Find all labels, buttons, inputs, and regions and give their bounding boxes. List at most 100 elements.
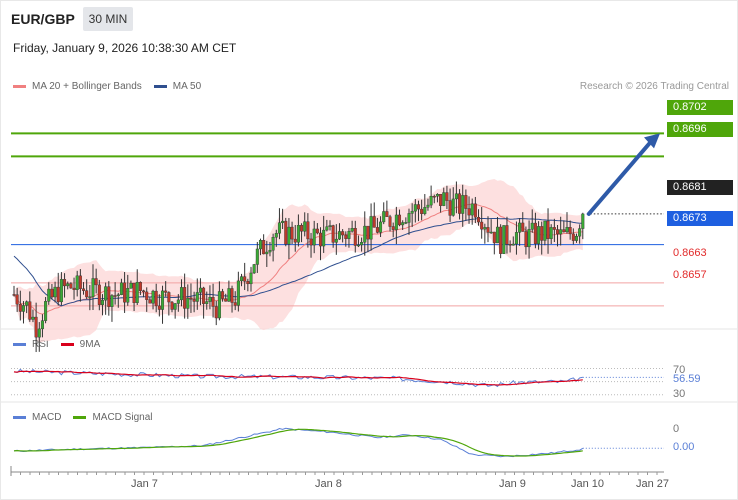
candle-body (470, 203, 474, 216)
candle-body (78, 275, 82, 289)
candle-body (164, 290, 168, 293)
level-tag-0.8702: 0.8702 (667, 100, 733, 115)
macd-last-value: 0.00 (673, 441, 695, 453)
candle-body (277, 222, 281, 234)
candle-body (303, 221, 307, 232)
candle-body (138, 281, 142, 291)
candle-body (454, 193, 458, 200)
credit-text: Research © 2026 Trading Central (579, 81, 729, 92)
candle-body (480, 221, 484, 230)
candle-body (258, 240, 262, 250)
candle-body (448, 200, 452, 216)
candle-body (116, 294, 120, 296)
candle-body (129, 282, 133, 289)
candle-body (37, 328, 41, 338)
candle-body (18, 303, 22, 312)
candle-body (97, 284, 101, 305)
candle-body (75, 275, 79, 290)
candle-body (290, 226, 294, 240)
candle-body (533, 222, 537, 244)
candle-body (198, 287, 202, 293)
candle-body (53, 286, 57, 298)
macd-line (13, 427, 584, 458)
candle-body (552, 227, 556, 230)
candle-body (429, 195, 433, 206)
candle-body (268, 249, 272, 253)
candle-body (527, 229, 531, 248)
candle-body (221, 291, 225, 299)
candle-body (483, 227, 487, 230)
datetime-label: Friday, January 9, 2026 10:38:30 AM CET (13, 41, 237, 55)
candle-body (574, 235, 578, 241)
candle-body (82, 288, 86, 291)
candle-body (284, 220, 288, 245)
candle-body (451, 198, 455, 216)
candle-body (464, 195, 468, 209)
candle-body (401, 222, 405, 226)
candle-body (492, 231, 496, 244)
candle-body (100, 299, 104, 305)
candle-body (214, 306, 218, 319)
candle-body (328, 225, 332, 227)
ma50-swatch (153, 85, 167, 88)
candle-body (217, 291, 221, 319)
level-tag-0.8657: 0.8657 (673, 269, 707, 281)
candle-body (407, 213, 411, 223)
candle-body (119, 282, 123, 295)
candle-body (546, 220, 550, 239)
candle-body (518, 222, 522, 233)
candle-body (388, 216, 392, 227)
candle-body (325, 226, 329, 231)
x-label-jan8: Jan 8 (315, 478, 342, 490)
candle-body (445, 192, 449, 201)
candle-body (385, 211, 389, 217)
candle-body (477, 217, 481, 223)
candle-body (394, 214, 398, 230)
candle-body (21, 305, 25, 312)
candle-body (337, 231, 341, 240)
macd-swatch (13, 416, 26, 419)
candle-body (66, 283, 70, 287)
candle-body (104, 286, 108, 301)
candle-body (467, 208, 471, 216)
candle-body (331, 225, 335, 243)
candle-body (195, 292, 199, 302)
candle-body (211, 297, 215, 307)
candle-body (25, 301, 29, 306)
candle-body (486, 227, 490, 233)
candle-body (113, 295, 117, 297)
legend-rsi-ma-label: 9MA (79, 339, 101, 350)
candle-body (50, 288, 54, 298)
candle-body (88, 296, 92, 298)
candle-body (271, 237, 275, 251)
rsi-swatch (13, 343, 26, 346)
candle-body (186, 298, 190, 309)
candle-body (322, 229, 326, 247)
legend-rsi-label: RSI (32, 339, 49, 350)
candle-body (530, 222, 534, 230)
candle-body (296, 225, 300, 243)
candle-body (410, 210, 414, 214)
rsi-last-value: 56.59 (673, 373, 701, 385)
candle-body (107, 286, 111, 307)
candle-body (413, 204, 417, 212)
candle-body (565, 227, 569, 233)
candle-body (246, 281, 250, 285)
candle-body (56, 286, 60, 303)
candle-body (442, 192, 446, 206)
candle-body (568, 227, 572, 235)
candle-body (521, 222, 525, 232)
candle-body (157, 305, 161, 310)
timeframe-badge[interactable]: 30 MIN (83, 7, 133, 31)
candle-body (369, 216, 373, 240)
candle-body (458, 193, 462, 214)
candle-body (499, 226, 503, 254)
rsi-tick-30: 30 (673, 388, 686, 400)
x-label-jan27: Jan 27 (636, 478, 670, 490)
candle-body (151, 290, 155, 304)
candle-body (293, 238, 297, 243)
candle-body (312, 228, 316, 246)
candle-body (205, 301, 209, 304)
candle-body (559, 229, 563, 235)
